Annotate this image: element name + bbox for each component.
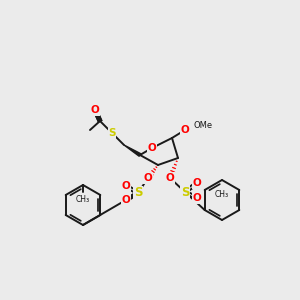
Text: S: S <box>181 185 189 199</box>
Text: S: S <box>134 187 142 200</box>
Text: O: O <box>193 178 201 188</box>
Text: O: O <box>148 143 156 153</box>
Text: OMe: OMe <box>194 122 213 130</box>
Polygon shape <box>124 145 141 156</box>
Text: O: O <box>91 105 99 115</box>
Text: O: O <box>193 193 201 203</box>
Text: O: O <box>144 173 152 183</box>
Text: CH₃: CH₃ <box>76 195 90 204</box>
Text: CH₃: CH₃ <box>215 190 229 199</box>
Text: S: S <box>108 128 116 138</box>
Text: O: O <box>166 173 174 183</box>
Text: O: O <box>122 181 130 191</box>
Text: O: O <box>122 195 130 205</box>
Text: O: O <box>181 125 189 135</box>
